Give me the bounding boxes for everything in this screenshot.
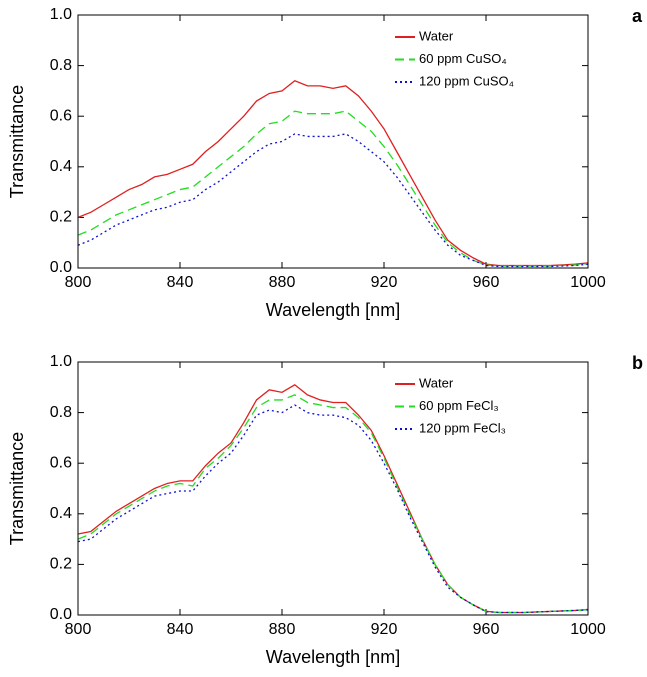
plot-frame: [77, 14, 589, 269]
x-tick-label: 840: [167, 274, 194, 291]
legend-label: 120 ppm CuSO₄: [419, 73, 514, 88]
y-tick-label: 0.4: [50, 505, 72, 522]
legend-label: 60 ppm CuSO₄: [419, 51, 507, 66]
data-line: [77, 383, 589, 614]
data-line: [77, 133, 589, 268]
legend-label: Water: [419, 375, 454, 390]
legend-label: 60 ppm FeCl₃: [419, 398, 499, 413]
panel-label: b: [632, 353, 643, 373]
panel-label: a: [632, 6, 643, 26]
x-tick-label: 880: [269, 274, 296, 291]
x-tick-label: 1000: [570, 274, 606, 291]
data-line: [77, 394, 589, 614]
y-tick-label: 0.0: [50, 606, 72, 623]
x-tick-label: 840: [167, 621, 194, 638]
x-axis-title: Wavelength [nm]: [266, 300, 400, 320]
data-line: [77, 80, 589, 267]
y-tick-label: 0.2: [50, 209, 72, 226]
x-tick-label: 880: [269, 621, 296, 638]
y-tick-label: 0.6: [50, 454, 72, 471]
x-tick-label: 1000: [570, 621, 606, 638]
legend-label: Water: [419, 28, 454, 43]
y-tick-label: 0.2: [50, 556, 72, 573]
y-tick-label: 1.0: [50, 6, 72, 23]
x-axis-title: Wavelength [nm]: [266, 647, 400, 667]
x-tick-label: 960: [473, 274, 500, 291]
legend-label: 120 ppm FeCl₃: [419, 420, 506, 435]
y-tick-label: 0.8: [50, 404, 72, 421]
y-tick-label: 0.8: [50, 57, 72, 74]
plot-frame: [77, 361, 589, 616]
y-tick-label: 0.0: [50, 259, 72, 276]
x-tick-label: 920: [371, 621, 398, 638]
y-tick-label: 0.6: [50, 107, 72, 124]
x-tick-label: 800: [65, 274, 92, 291]
x-tick-label: 800: [65, 621, 92, 638]
x-tick-label: 960: [473, 621, 500, 638]
y-axis-title: Transmittance: [7, 432, 27, 545]
x-tick-label: 920: [371, 274, 398, 291]
data-line: [77, 110, 589, 267]
y-axis-title: Transmittance: [7, 85, 27, 198]
y-tick-label: 1.0: [50, 353, 72, 370]
data-line: [77, 404, 589, 614]
y-tick-label: 0.4: [50, 158, 72, 175]
